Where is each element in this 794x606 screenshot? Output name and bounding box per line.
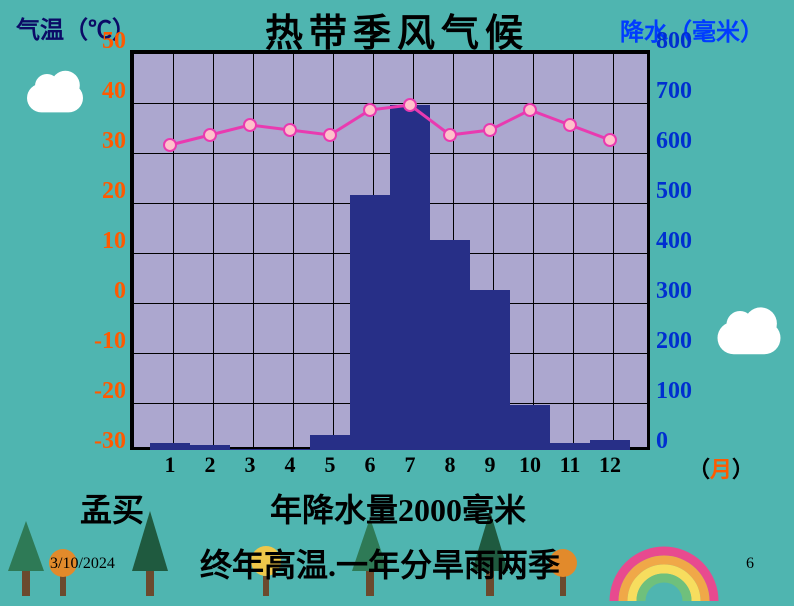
cloud-deco (27, 84, 83, 113)
temp-y-ticks: 50403020100-10-20-30 (80, 40, 126, 450)
precip-bar (470, 290, 510, 450)
cloud-deco (718, 322, 781, 354)
page-number: 6 (746, 555, 754, 573)
annual-precip-label: 年降水量2000毫米 (270, 485, 526, 531)
tree-deco (6, 516, 46, 596)
precip-bar (150, 443, 190, 451)
summary-label: 终年高温.一年分旱雨两季 (200, 540, 560, 586)
precip-bar (590, 440, 630, 450)
precip-bar (350, 195, 390, 450)
chart-title: 热带季风气候 (265, 2, 529, 57)
chart-area (130, 50, 650, 450)
precip-bar (390, 105, 430, 450)
month-unit: （月） (688, 452, 754, 484)
location-label: 孟买 (80, 485, 144, 531)
precip-bar (190, 445, 230, 450)
precip-y-ticks: 8007006005004003002001000 (656, 40, 706, 450)
date-stamp: 3/10/2024 (50, 555, 115, 573)
month-x-ticks: 123456789101112 (130, 452, 690, 480)
rainbow-deco (604, 531, 724, 606)
precip-bar (270, 449, 310, 450)
precip-bar (310, 435, 350, 450)
precip-bar (430, 240, 470, 450)
precip-bar (550, 443, 590, 451)
precip-bar (230, 449, 270, 450)
precip-bar (510, 405, 550, 450)
